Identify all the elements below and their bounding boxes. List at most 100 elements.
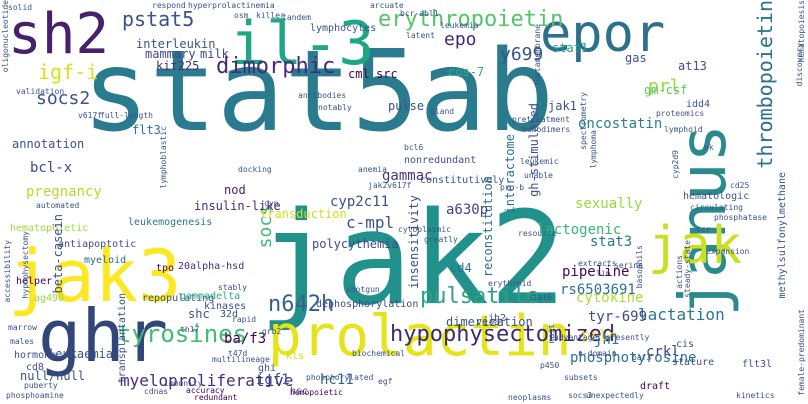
word-idd4: idd4 [686,99,711,110]
word-female-predominant: female-predominant [797,308,806,396]
word-th17: th17 [180,324,200,334]
word-grb2: grb2 [262,326,282,336]
word-32d: 32d [220,309,239,320]
word-accessibility: accessibility [3,239,12,303]
word-antibodies: antibodies [298,90,347,100]
word-serine: serine [614,260,643,270]
word-leukemic: leukemic [520,156,559,166]
word-flt3l: flt3l [742,359,773,370]
word-kinases: kinases [204,301,247,312]
word-mammary: mammary [145,47,196,62]
word-unable: unable [524,170,553,180]
word-igf1: igf1 [256,371,290,388]
word-cyp2c11: cyp2c11 [330,193,390,210]
word-anemia: anemia [358,164,387,174]
word-annotation: annotation [12,137,85,152]
word-nonredundant: nonredundant [404,155,477,166]
word-erythropoietin: erythropoietin [378,7,564,33]
word-oligonucleotide: oligonucleotide [1,0,10,73]
word-presently: presently [606,332,650,342]
word-juxtamembrane: juxtamembrane [533,23,542,87]
word-automated: automated [36,200,80,210]
word-t47d: t47d [228,348,248,358]
word-sexually: sexually [575,195,643,212]
word-stat6: stat6 [528,292,553,302]
word-lymphocytes: lymphocytes [310,23,377,34]
word-bcl6: bcl6 [404,142,424,152]
word-constitutively: constitutively [420,175,505,186]
word-dimorphic: dimorphic [216,54,336,80]
word-repopulating: repopulating [142,293,215,304]
word-multilineage: multilineage [212,354,270,364]
word-advantage: advantage [554,332,598,342]
word-kit225: kit225 [156,59,200,74]
word-tcr: tcr [696,224,711,234]
word-il-3: il-3 [230,9,375,79]
word-gammac: gammac [382,167,433,184]
word-bcr-abl1: bcr-abl1 [400,8,439,18]
word-dephosphorylation: dephosphorylation [316,299,419,310]
word-extracts: extracts [578,258,617,268]
word-osm: osm [234,10,249,20]
word-cyp: cyp [264,198,279,208]
word-n-domain: n-domain [578,348,617,358]
word-jak1: jak1 [548,99,577,114]
word-20alpha-hsd: 20alpha-hsd [178,261,245,272]
word-methylsulfonylmethane: methylsulfonylmethane [777,171,788,299]
word-antiapoptotic: antiapoptotic [58,239,137,250]
word-flt3: flt3 [132,123,161,138]
word-subsets: subsets [564,372,598,382]
word-cdnas: cdnas [144,386,169,396]
word-insensitivity: insensitivity [407,195,421,290]
word-cyp2d9: cyp2d9 [671,150,680,180]
word-hypophysectomized: hypophysectomized [390,322,616,348]
word-docking: docking [238,164,272,174]
word-steady-state: steady-state [683,240,692,299]
word-erythroid: erythroid [488,278,532,288]
word-discovery: discovery [795,43,804,87]
word-killer: killer [256,10,285,20]
word-egf: egf [378,376,393,386]
word-cd8: cd8 [26,362,45,373]
word-proteomics: proteomics [656,108,705,118]
word-bcl-x: bcl-x [30,159,73,176]
word-lactation: lactation [638,305,725,325]
word-hc11: hc11 [320,371,354,388]
word-hemopoietic: hemopoietic [290,387,343,397]
word-crkl: crkl [646,343,680,360]
word-rs6503691: rs6503691 [560,281,636,298]
word-transplantation: transplantation [117,293,128,384]
word-cytokine: cytokine [576,289,644,306]
word-leukemogenesis: leukemogenesis [128,217,213,228]
word-polycythemia: polycythemia [312,237,399,252]
word-phosphatase: phosphatase [714,212,767,222]
word-cd25: cd25 [730,180,750,190]
word-jh1: jh1 [594,331,620,348]
word-tandem: tandem [282,12,311,22]
word-tpo: tpo [156,263,175,274]
word-igf-i: igf-i [38,60,99,84]
word-v617f: v617f [78,110,103,120]
word-notably: notably [318,102,352,112]
word-beta-casein: beta-casein [51,214,65,294]
word-pstat5: pstat5 [122,7,195,31]
word-at13: at13 [678,59,707,74]
word-hematopoietic: hematopoietic [10,223,89,234]
word-jak3: jak3 [8,234,182,319]
word-cml: cml [348,67,370,82]
word-immunity: immunity [164,378,203,388]
word-cd4: cd4 [450,261,472,276]
word-lin: lin [596,268,611,278]
word-tyr-699: tyr-699 [588,308,648,325]
word-phosphotyrosine: phosphotyrosine [570,349,697,366]
word-pipeline: pipeline [562,263,630,280]
word-validation: validation [16,86,65,96]
word-cos-7: cos-7 [448,65,485,80]
word-y699: y699 [500,43,544,65]
word-sh2: sh2 [8,2,110,68]
word-epor: epor [540,4,666,65]
word-lactogenic: lactogenic [537,221,622,238]
word-gland: gland [430,106,455,116]
word-circulating: circulating [690,202,743,212]
